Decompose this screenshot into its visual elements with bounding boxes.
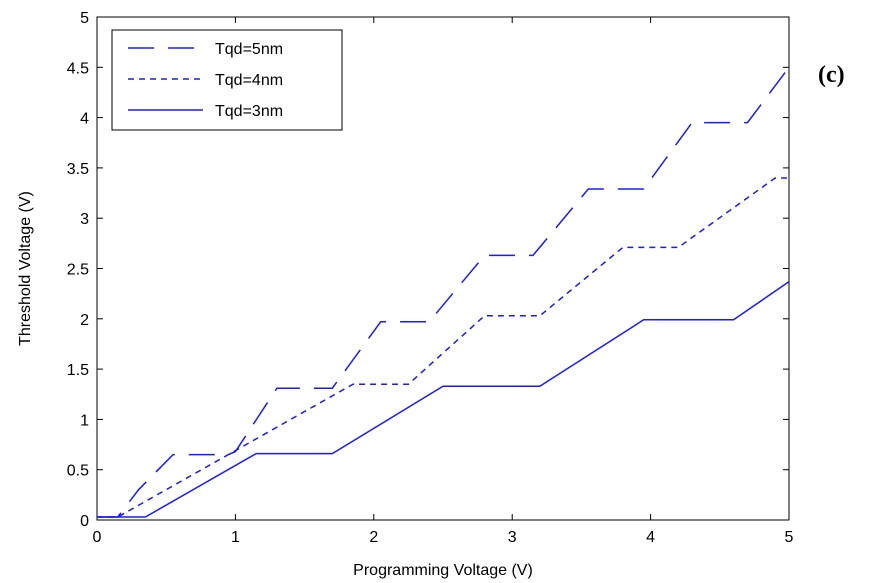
- y-tick-label: 1.5: [67, 362, 89, 379]
- legend-label: Tqd=4nm: [215, 72, 283, 89]
- x-axis-title: Programming Voltage (V): [353, 562, 533, 579]
- y-tick-label: 0.5: [67, 463, 89, 480]
- x-tick-label: 0: [93, 529, 102, 546]
- x-tick-label: 1: [231, 529, 240, 546]
- y-tick-label: 4.5: [67, 60, 89, 77]
- y-tick-label: 3: [80, 211, 89, 228]
- x-tick-label: 2: [369, 529, 378, 546]
- legend-box: [111, 29, 343, 131]
- x-tick-label: 5: [785, 529, 794, 546]
- y-tick-label: 0: [80, 513, 89, 530]
- legend-label: Tqd=5nm: [215, 41, 283, 58]
- panel-label: (c): [818, 62, 845, 88]
- y-tick-label: 1: [80, 412, 89, 429]
- y-tick-label: 2.5: [67, 262, 89, 279]
- legend: Tqd=5nm Tqd=4nm Tqd=3nm: [111, 29, 343, 131]
- series-line: [97, 66, 790, 518]
- legend-label: Tqd=3nm: [215, 103, 283, 120]
- x-tick-label: 3: [508, 529, 517, 546]
- series-layer: [97, 66, 790, 518]
- y-tick-label: 4: [80, 111, 89, 128]
- y-axis-title: Threshold Voltage (V): [17, 191, 34, 346]
- series-line: [97, 177, 789, 518]
- series-line: [97, 280, 790, 518]
- y-tick-label: 2: [80, 312, 89, 329]
- y-tick-label: 3.5: [67, 161, 89, 178]
- x-tick-label: 4: [646, 529, 655, 546]
- axis-ticks: 0 1 2 3 4 5 0 0.5 1 1.5 2 2.5 3 3.5 4 4.5 5: [67, 10, 794, 546]
- y-tick-label: 5: [80, 10, 89, 27]
